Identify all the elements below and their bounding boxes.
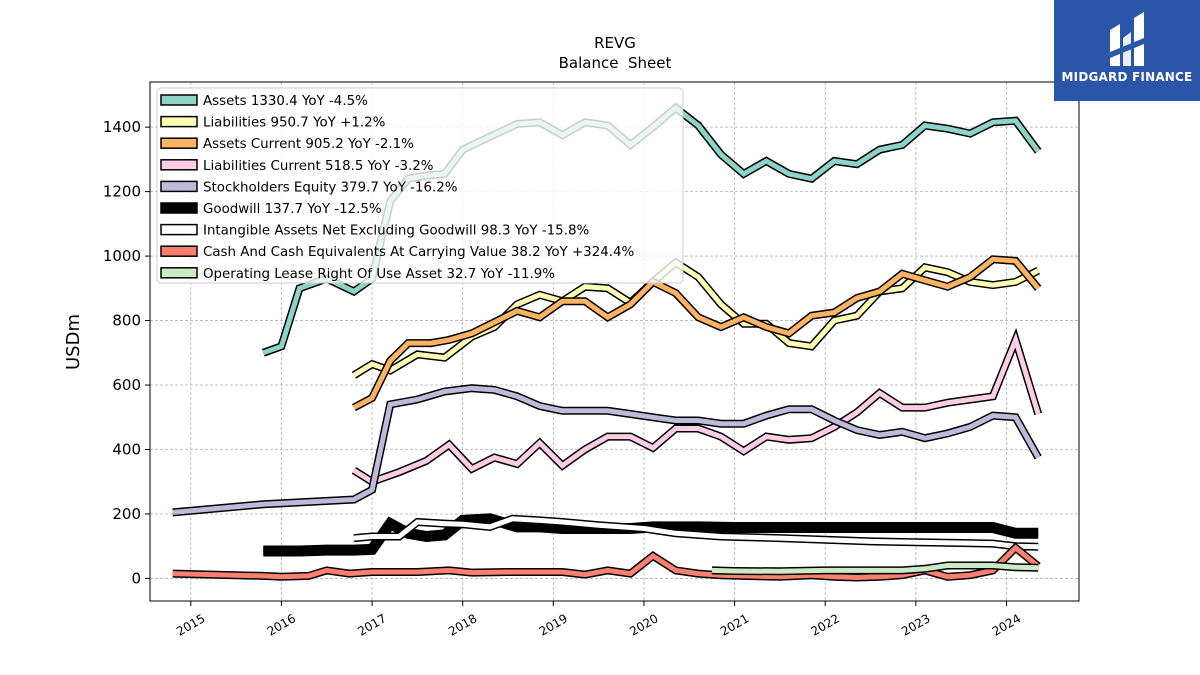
series-line-fill [711,563,1039,574]
legend-swatch [160,159,198,171]
legend-label: Assets Current 905.2 YoY -2.1% [203,137,414,152]
legend-label: Cash And Cash Equivalents At Carrying Va… [203,245,634,260]
y-tick-label: 200 [112,505,141,523]
legend-swatch [160,180,198,193]
y-tick-label: 1400 [103,118,141,136]
chart-subtitle: Balance Sheet [559,54,672,72]
x-tick-label: 2021 [718,611,751,638]
y-tick-label: 600 [112,376,141,394]
legend-box [156,87,684,284]
legend-label: Stockholders Equity 379.7 YoY -16.2% [203,180,458,195]
legend-label: Liabilities Current 518.5 YoY -3.2% [203,159,434,174]
legend-swatch [160,202,198,214]
series-line-fill [352,332,1041,485]
series-line [352,255,1042,412]
x-tick-label: 2024 [990,611,1023,638]
series-line-fill [263,514,1039,555]
legend-swatch [160,137,198,149]
y-tick-label: 400 [112,440,141,458]
y-tick-label: 1000 [103,247,141,265]
x-tick-label: 2017 [355,611,388,638]
series-line [353,514,1039,551]
legend-swatch [160,267,198,279]
legend-label: Assets 1330.4 YoY -4.5% [203,94,368,109]
brand-name: MIDGARD FINANCE [1061,70,1193,84]
x-tick-label: 2022 [808,611,841,638]
midgard-logo-icon [1110,12,1144,66]
series-line-outline [351,327,1043,487]
x-tick-label: 2016 [265,611,298,638]
series-line [172,384,1042,517]
legend-swatch [160,115,198,128]
legend-swatch [160,94,198,106]
chart-title: REVG [594,34,636,52]
legend-swatch [160,245,198,257]
series-line [711,561,1039,576]
series-line [263,513,1039,557]
plot-frame [149,81,1080,602]
brand-logo: MIDGARD FINANCE [1054,0,1200,101]
legend-label: Intangible Assets Net Excluding Goodwill… [203,224,589,239]
legend-swatch [160,223,198,236]
y-tick-label: 0 [131,569,141,587]
y-axis-label: USDm [63,314,84,370]
legend-label: Liabilities 950.7 YoY +1.2% [203,116,385,131]
y-tick-label: 800 [112,312,141,330]
series-lines [172,102,1043,582]
x-tick-label: 2023 [899,611,932,638]
series-line-fill [352,256,1041,410]
x-tick-label: 2019 [537,611,570,638]
y-tick-label: 1200 [103,183,141,201]
legend-label: Operating Lease Right Of Use Asset 32.7 … [203,267,555,282]
x-tick-label: 2018 [446,611,479,638]
series-line [351,327,1043,487]
x-tick-label: 2020 [627,611,660,638]
series-line-fill [172,385,1041,515]
legend-label: Goodwill 137.7 YoY -12.5% [203,202,382,217]
series-line-fill [353,516,1039,550]
legend: Assets 1330.4 YoY -4.5% Liabilities 950.7… [156,87,684,284]
x-tick-label: 2015 [174,611,207,638]
